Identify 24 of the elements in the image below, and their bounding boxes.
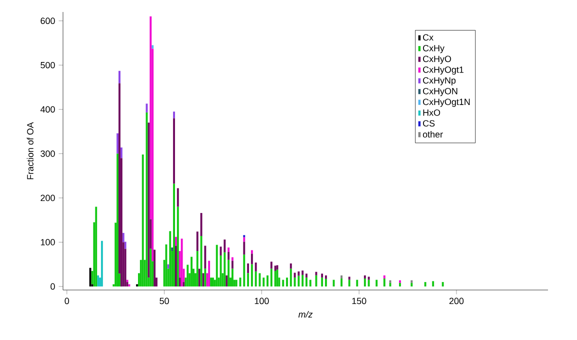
legend-label: HxO	[423, 109, 440, 116]
y-tick-label: 200	[40, 194, 55, 202]
legend-label: CxHyO	[423, 56, 452, 64]
legend-label: CxHyOgt1N	[423, 98, 470, 107]
legend-label: CxHy	[423, 44, 444, 54]
legend-label: CS	[423, 120, 435, 127]
y-axis-title: Fraction of OA	[26, 122, 34, 180]
x-tick-label: 150	[352, 298, 366, 304]
legend-label: CxHyON	[423, 88, 458, 96]
y-tick-label: 300	[40, 150, 55, 157]
legend-label: other	[422, 130, 443, 138]
y-tick-label: 400	[40, 106, 55, 113]
x-axis-title: m/z	[298, 310, 313, 318]
y-tick-label: 600	[40, 18, 55, 24]
legend-label: CxHyNp	[423, 77, 456, 86]
x-tick-label: 50	[160, 298, 169, 304]
y-tick-label: 500	[40, 62, 55, 68]
y-tick-label: 0	[50, 283, 55, 290]
x-tick-label: 200	[449, 298, 464, 304]
x-tick-label: 100	[254, 298, 269, 304]
x-tick-label: 0	[64, 298, 70, 304]
legend-label: Cx	[423, 34, 434, 41]
y-tick-label: 100	[40, 239, 55, 246]
legend-label: CxHyOgt1	[423, 66, 464, 75]
